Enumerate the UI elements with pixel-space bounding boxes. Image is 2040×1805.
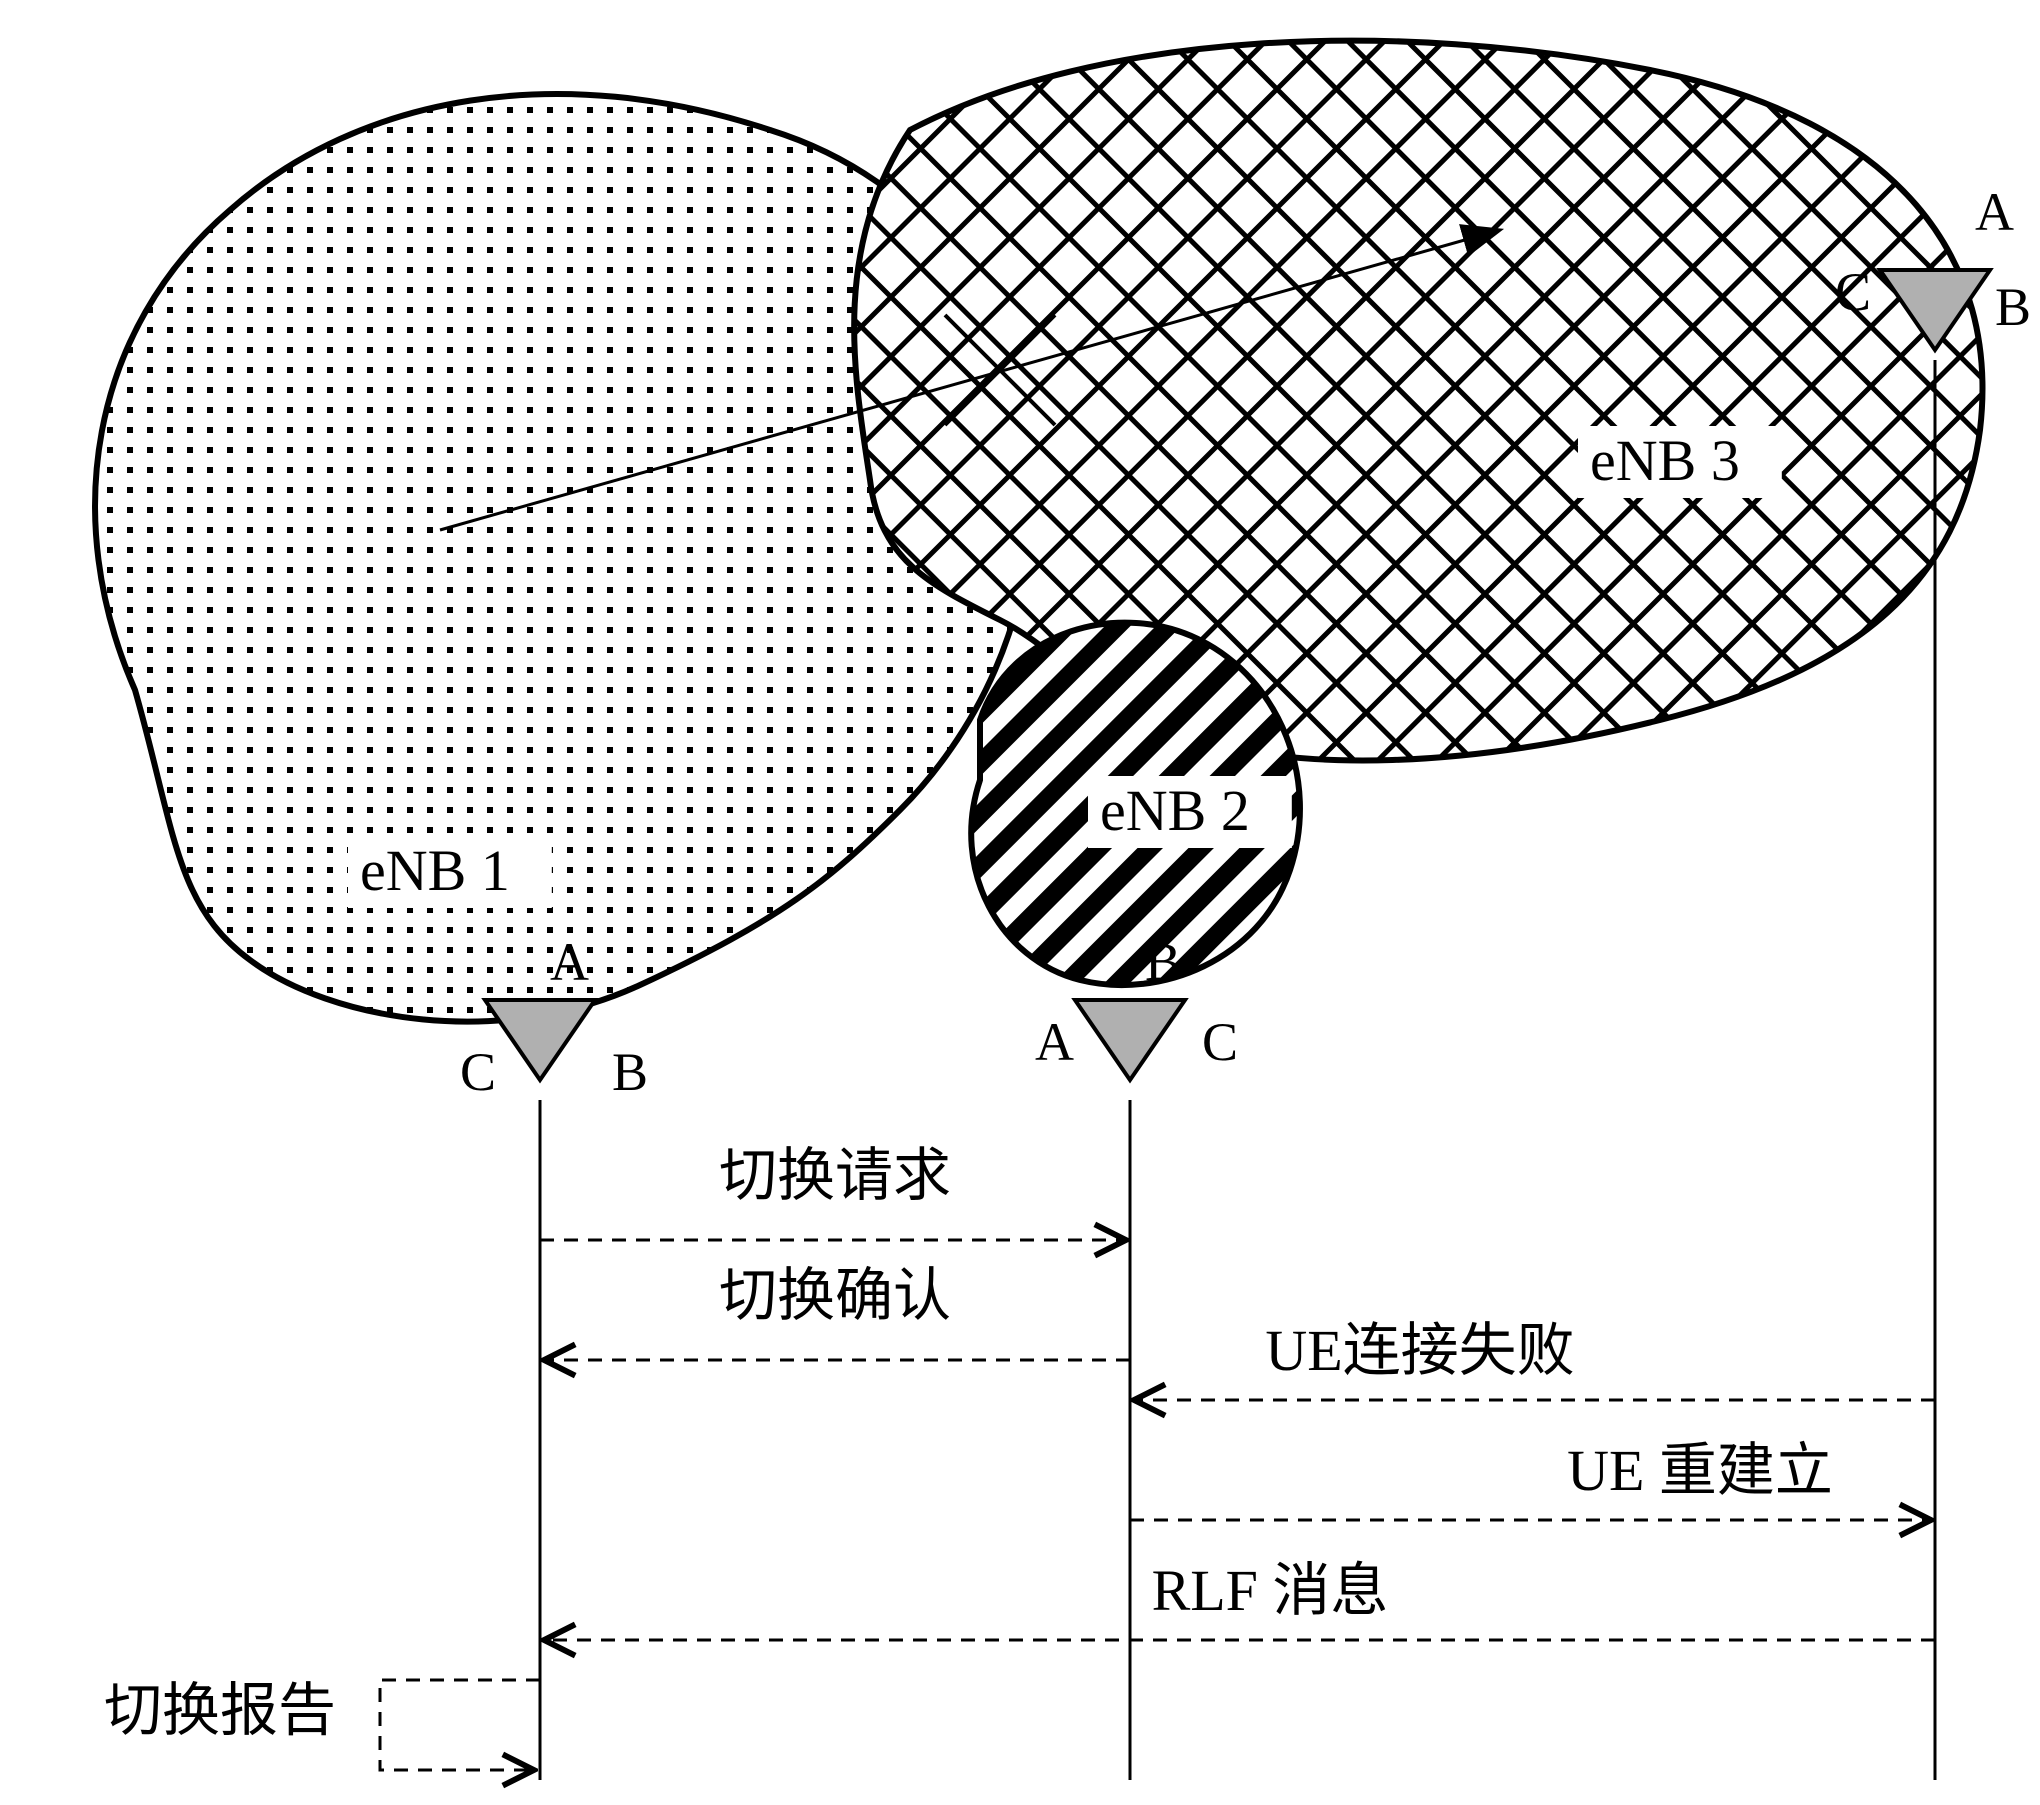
msg-rlf-label: RLF 消息 [1152,1558,1389,1623]
msg-ho-req-label: 切换请求 [719,1143,951,1208]
msg-ue-fail-label: UE连接失败 [1265,1318,1574,1383]
ant-enb3-sector-C: C [1835,262,1871,322]
ant-enb3-sector-B: B [1995,277,2031,337]
ant-enb3-sector-A: A [1975,182,2014,242]
ant-enb2-sector-C: C [1202,1012,1238,1072]
msg-ho-report [380,1680,540,1770]
ant-enb2-sector-A: A [1035,1012,1074,1072]
ant-enb1-sector-B: B [612,1042,648,1102]
coverage-enb2: eNB 2 [971,623,1300,985]
coverage-enb3-label: eNB 3 [1590,428,1740,493]
msg-ho-ack-label: 切换确认 [719,1263,951,1328]
msg-ho-report-label: 切换报告 [104,1678,336,1743]
coverage-enb2-label: eNB 2 [1100,778,1250,843]
ant-enb1-sector-A: A [550,932,589,992]
ant-enb2-sector-B: B [1145,932,1181,992]
msg-ue-reest-label: UE 重建立 [1567,1438,1833,1503]
coverage-enb3: eNB 3 [854,41,1982,761]
ant-enb1-sector-C: C [460,1042,496,1102]
coverage-enb1-label: eNB 1 [360,838,510,903]
